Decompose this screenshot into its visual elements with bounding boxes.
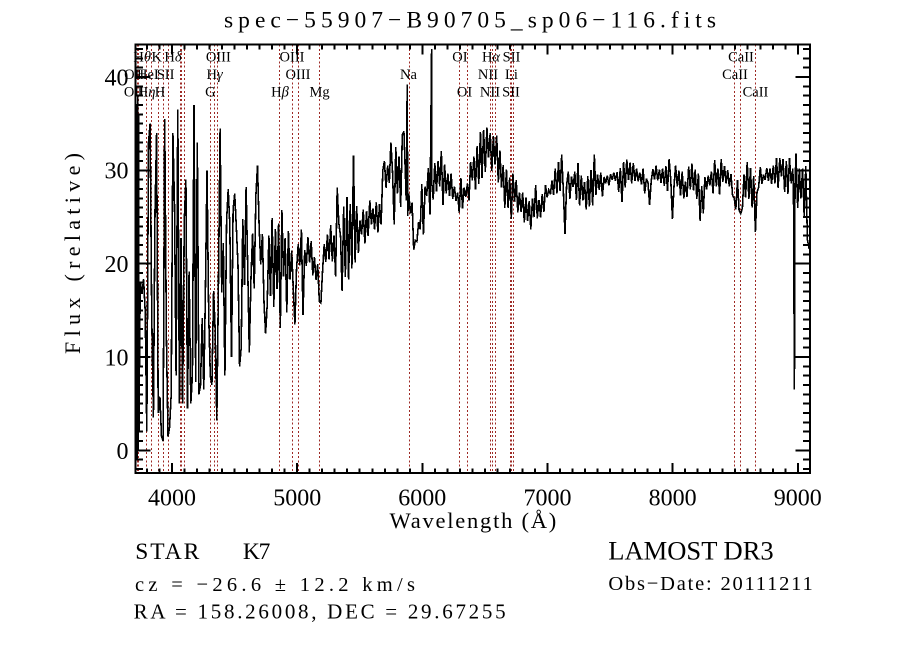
svg-text:spec−55907−B90705_sp06−116.fit: spec−55907−B90705_sp06−116.fits (224, 8, 716, 34)
svg-text:HeI: HeI (137, 67, 159, 83)
svg-text:RA = 158.26008, DEC = 29.6725: RA = 158.26008, DEC = 29.67255 (134, 600, 506, 624)
svg-text:SII: SII (503, 50, 521, 66)
svg-text:OI: OI (457, 85, 472, 101)
svg-text:0: 0 (117, 439, 129, 465)
svg-text:SII: SII (157, 67, 175, 83)
svg-text:OII: OII (124, 85, 144, 101)
svg-text:Wavelength (Å): Wavelength (Å) (390, 508, 557, 533)
svg-text:Na: Na (400, 67, 417, 83)
svg-text:20: 20 (105, 252, 129, 278)
svg-text:5000: 5000 (273, 486, 321, 512)
svg-text:OIII: OIII (286, 67, 311, 83)
svg-text:OIII: OIII (206, 50, 231, 66)
svg-text:30: 30 (105, 159, 129, 185)
svg-text:Hβ: Hβ (271, 85, 289, 101)
svg-text:4000: 4000 (148, 486, 196, 512)
svg-text:STAR: STAR (135, 539, 199, 565)
svg-text:Obs−Date: 20111211: Obs−Date: 20111211 (608, 573, 812, 595)
svg-text:Hα: Hα (482, 50, 500, 66)
svg-text:CaII: CaII (728, 50, 754, 66)
svg-text:Hη: Hη (138, 85, 156, 101)
svg-text:OI: OI (452, 50, 467, 66)
svg-text:9000: 9000 (774, 486, 822, 512)
svg-text:H: H (155, 85, 166, 101)
svg-text:K7: K7 (243, 539, 271, 565)
svg-text:cz = −26.6 ± 12.2 km/s: cz = −26.6 ± 12.2 km/s (135, 574, 415, 596)
svg-text:LAMOST DR3: LAMOST DR3 (608, 537, 773, 566)
svg-text:NII: NII (480, 85, 500, 101)
svg-text:Hδ: Hδ (164, 50, 181, 66)
svg-text:10: 10 (105, 345, 129, 371)
svg-text:CaII: CaII (743, 85, 769, 101)
svg-text:Hγ: Hγ (206, 67, 223, 83)
svg-text:7000: 7000 (524, 486, 572, 512)
svg-text:8000: 8000 (649, 486, 697, 512)
svg-text:NII: NII (478, 67, 498, 83)
svg-text:OIII: OIII (280, 50, 305, 66)
svg-text:6000: 6000 (398, 486, 446, 512)
svg-text:Mg: Mg (310, 85, 330, 101)
svg-text:G: G (205, 85, 216, 101)
svg-text:CaII: CaII (722, 67, 748, 83)
svg-text:Hθ: Hθ (133, 50, 151, 66)
svg-text:SII: SII (502, 85, 520, 101)
svg-text:Flux (relative): Flux (relative) (60, 153, 85, 354)
svg-text:Li: Li (505, 67, 518, 83)
svg-text:K: K (152, 50, 163, 66)
svg-text:OII: OII (124, 67, 144, 83)
svg-text:40: 40 (105, 65, 129, 91)
